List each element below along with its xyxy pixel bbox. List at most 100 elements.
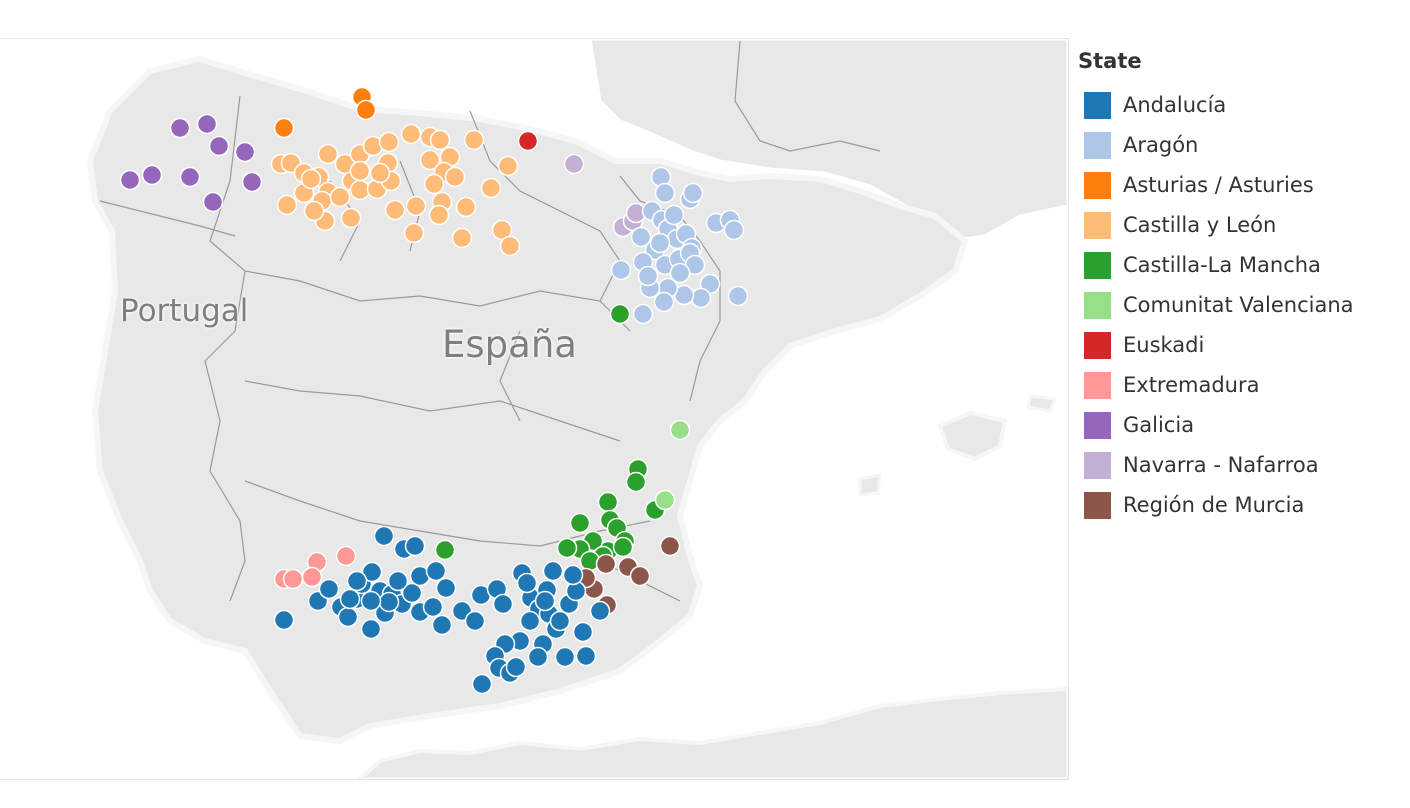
map-marker-andalucia[interactable] <box>572 621 594 643</box>
map-marker-andalucia[interactable] <box>273 609 295 631</box>
map-marker-castilla-leon[interactable] <box>419 149 441 171</box>
map-marker-andalucia[interactable] <box>562 564 584 586</box>
map-marker-castilla-leon[interactable] <box>400 123 422 145</box>
map-marker-castilla-mancha[interactable] <box>597 491 619 513</box>
map-marker-andalucia[interactable] <box>534 590 556 612</box>
map-marker-andalucia[interactable] <box>471 673 493 695</box>
map-marker-castilla-leon[interactable] <box>423 173 445 195</box>
map-marker-andalucia[interactable] <box>373 525 395 547</box>
map-marker-andalucia[interactable] <box>575 645 597 667</box>
map-marker-valenciana[interactable] <box>669 419 691 441</box>
map-marker-castilla-leon[interactable] <box>276 194 298 216</box>
map-marker-aragon[interactable] <box>654 182 676 204</box>
legend-item[interactable]: Castilla-La Mancha <box>1078 245 1398 285</box>
map-marker-andalucia[interactable] <box>554 646 576 668</box>
map-marker-castilla-leon[interactable] <box>403 222 425 244</box>
map-marker-andalucia[interactable] <box>527 646 549 668</box>
map-marker-euskadi[interactable] <box>517 130 539 152</box>
map-marker-andalucia[interactable] <box>339 588 361 610</box>
legend-item[interactable]: Navarra - Nafarroa <box>1078 445 1398 485</box>
map-marker-andalucia[interactable] <box>492 593 514 615</box>
map-marker-aragon[interactable] <box>727 285 749 307</box>
map-canvas[interactable] <box>0 39 1068 779</box>
map-marker-aragon[interactable] <box>632 303 654 325</box>
map-marker-andalucia[interactable] <box>422 596 444 618</box>
map-marker-andalucia[interactable] <box>542 560 564 582</box>
map-marker-aragon[interactable] <box>630 226 652 248</box>
map-marker-castilla-leon[interactable] <box>451 227 473 249</box>
map-marker-aragon[interactable] <box>690 287 712 309</box>
map-marker-andalucia[interactable] <box>401 582 423 604</box>
map-marker-castilla-mancha[interactable] <box>434 539 456 561</box>
legend-item[interactable]: Euskadi <box>1078 325 1398 365</box>
map-marker-andalucia[interactable] <box>464 610 486 632</box>
map-marker-galicia[interactable] <box>234 141 256 163</box>
map-marker-castilla-leon[interactable] <box>340 207 362 229</box>
map-marker-extremadura[interactable] <box>282 568 304 590</box>
legend-item[interactable]: Extremadura <box>1078 365 1398 405</box>
map-marker-andalucia[interactable] <box>425 560 447 582</box>
map-marker-castilla-leon[interactable] <box>300 168 322 190</box>
map-marker-castilla-leon[interactable] <box>463 129 485 151</box>
map-marker-andalucia[interactable] <box>505 656 527 678</box>
map-marker-asturias[interactable] <box>355 99 377 121</box>
map-marker-andalucia[interactable] <box>361 561 383 583</box>
map-marker-castilla-leon[interactable] <box>317 143 339 165</box>
map-marker-galicia[interactable] <box>196 113 218 135</box>
legend-item[interactable]: Asturias / Asturies <box>1078 165 1398 205</box>
map-marker-castilla-leon[interactable] <box>369 162 391 184</box>
map-marker-galicia[interactable] <box>208 135 230 157</box>
map-marker-andalucia[interactable] <box>387 570 409 592</box>
map-marker-aragon[interactable] <box>723 219 745 241</box>
map-marker-andalucia[interactable] <box>431 614 453 636</box>
map-marker-castilla-leon[interactable] <box>497 155 519 177</box>
map-marker-galicia[interactable] <box>119 169 141 191</box>
map-marker-castilla-leon[interactable] <box>444 166 466 188</box>
legend-item[interactable]: Galicia <box>1078 405 1398 445</box>
map-marker-navarra[interactable] <box>563 153 585 175</box>
map-marker-castilla-mancha[interactable] <box>625 471 647 493</box>
map-marker-andalucia[interactable] <box>404 535 426 557</box>
map-marker-galicia[interactable] <box>202 191 224 213</box>
map-marker-valenciana[interactable] <box>654 489 676 511</box>
map-marker-galicia[interactable] <box>179 166 201 188</box>
map-marker-castilla-mancha[interactable] <box>609 303 631 325</box>
map-marker-extremadura[interactable] <box>335 545 357 567</box>
map-marker-andalucia[interactable] <box>519 610 541 632</box>
map-marker-galicia[interactable] <box>241 171 263 193</box>
map-marker-aragon[interactable] <box>637 265 659 287</box>
map-marker-andalucia[interactable] <box>549 610 571 632</box>
map-marker-aragon[interactable] <box>663 204 685 226</box>
map-marker-castilla-leon[interactable] <box>405 195 427 217</box>
map-marker-aragon[interactable] <box>669 262 691 284</box>
map-marker-castilla-leon[interactable] <box>429 129 451 151</box>
map-marker-castilla-leon[interactable] <box>329 186 351 208</box>
map-marker-andalucia[interactable] <box>337 606 359 628</box>
map-marker-extremadura[interactable] <box>301 566 323 588</box>
map-marker-castilla-leon[interactable] <box>384 199 406 221</box>
legend-item[interactable]: Andalucía <box>1078 85 1398 125</box>
map-marker-galicia[interactable] <box>169 117 191 139</box>
map-marker-castilla-mancha[interactable] <box>556 537 578 559</box>
map-marker-castilla-mancha[interactable] <box>569 512 591 534</box>
map-marker-castilla-leon[interactable] <box>480 177 502 199</box>
map-marker-asturias[interactable] <box>273 117 295 139</box>
map-marker-andalucia[interactable] <box>346 570 368 592</box>
map-marker-murcia[interactable] <box>595 553 617 575</box>
legend-item[interactable]: Región de Murcia <box>1078 485 1398 525</box>
legend-item[interactable]: Aragón <box>1078 125 1398 165</box>
map-marker-aragon[interactable] <box>682 182 704 204</box>
legend-item[interactable]: Comunitat Valenciana <box>1078 285 1398 325</box>
map-panel[interactable]: Portugal España <box>0 38 1069 780</box>
map-marker-andalucia[interactable] <box>589 600 611 622</box>
map-marker-aragon[interactable] <box>653 291 675 313</box>
map-marker-castilla-leon[interactable] <box>491 219 513 241</box>
map-marker-andalucia[interactable] <box>360 618 382 640</box>
map-marker-aragon[interactable] <box>649 232 671 254</box>
map-marker-murcia[interactable] <box>659 535 681 557</box>
map-marker-murcia[interactable] <box>629 565 651 587</box>
map-marker-castilla-leon[interactable] <box>378 131 400 153</box>
map-marker-castilla-leon[interactable] <box>455 196 477 218</box>
map-marker-andalucia[interactable] <box>318 578 340 600</box>
map-marker-castilla-leon[interactable] <box>303 200 325 222</box>
